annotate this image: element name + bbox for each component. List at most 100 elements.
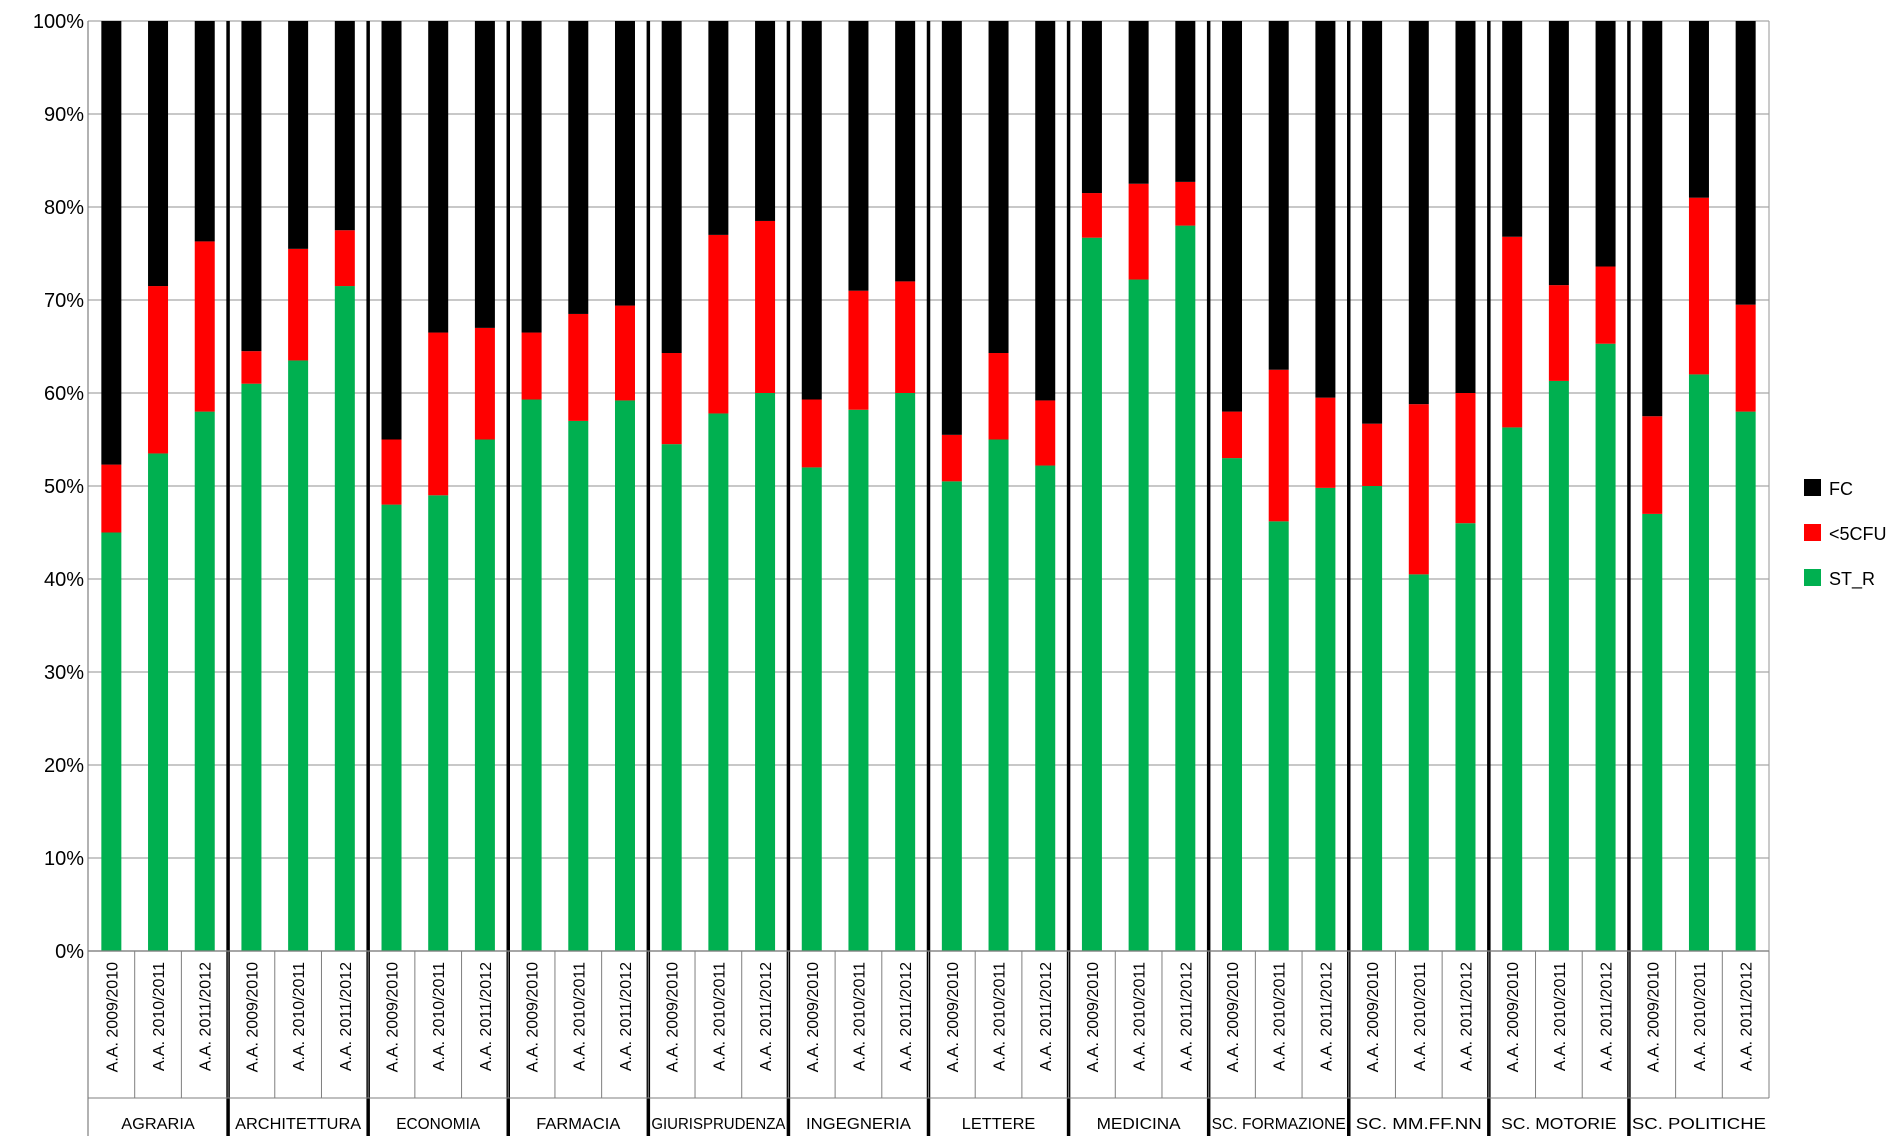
bar-segment: [708, 21, 729, 235]
bar-segment: [661, 444, 682, 951]
x-tick-label: A.A. 2009/2010: [1645, 962, 1662, 1072]
x-tick-label: A.A. 2009/2010: [1225, 962, 1242, 1072]
x-tick-label: A.A. 2010/2011: [851, 962, 868, 1071]
bar-segment: [1175, 181, 1196, 226]
x-tick-label: A.A. 2010/2011: [1272, 962, 1289, 1071]
x-tick-label: A.A. 2011/2012: [1038, 962, 1055, 1071]
y-tick-label: 50%: [44, 476, 84, 498]
bar-segment: [334, 21, 355, 231]
x-tick-label: A.A. 2011/2012: [1178, 962, 1195, 1071]
bar-segment: [708, 413, 729, 952]
bar-segment: [474, 439, 495, 951]
bar-segment: [1642, 416, 1663, 514]
y-tick-label: 70%: [44, 290, 84, 312]
bar-segment: [1548, 380, 1569, 951]
group-label: GIURISPRUDENZA: [651, 1116, 785, 1133]
bar-segment: [1408, 21, 1429, 405]
bar-segment: [241, 383, 262, 951]
bar-segment: [895, 21, 916, 282]
bar-segment: [661, 353, 682, 445]
group-label: ARCHITETTURA: [235, 1116, 361, 1133]
group-labels: AGRARIA ARCHITETTURA ECONOMIA FARMACIA GIURI…: [121, 1116, 1766, 1133]
group-separators: [226, 21, 1631, 1136]
y-tick-label: 60%: [44, 383, 84, 405]
bar-segment: [941, 481, 962, 951]
bar-segment: [1642, 513, 1663, 951]
bar-segment: [1362, 486, 1383, 951]
bar-segment: [1222, 21, 1243, 412]
legend: FC <5CFU ST_R: [1804, 479, 1887, 590]
bar-segment: [1548, 285, 1569, 381]
bar-segment: [148, 21, 169, 287]
bar-segment: [334, 230, 355, 287]
bar-segment: [1315, 397, 1336, 488]
bar-segment: [1688, 197, 1709, 375]
bar-segment: [1128, 21, 1149, 184]
bar-segment: [288, 360, 309, 951]
x-tick-label: A.A. 2011/2012: [758, 962, 775, 1071]
x-tick-label: A.A. 2009/2010: [1365, 962, 1382, 1072]
bar-segment: [801, 467, 822, 951]
bar-segment: [428, 495, 449, 951]
bar-segment: [1595, 343, 1616, 952]
x-tick-label: A.A. 2010/2011: [1552, 962, 1569, 1071]
bar-segment: [614, 400, 635, 951]
bar-segment: [848, 21, 869, 291]
bar-segment: [988, 439, 1009, 951]
bar-segment: [1175, 225, 1196, 952]
bar-segment: [1688, 21, 1709, 198]
bar-segment: [1128, 279, 1149, 951]
bar-segment: [1081, 237, 1102, 951]
bar-segment: [1502, 236, 1523, 428]
x-tick-label: A.A. 2010/2011: [291, 962, 308, 1071]
bar-segment: [941, 21, 962, 435]
x-tick-label: A.A. 2009/2010: [1085, 962, 1102, 1072]
x-tick-label: A.A. 2011/2012: [1739, 962, 1756, 1071]
bar-segment: [1735, 411, 1756, 952]
bar-segment: [334, 286, 355, 951]
x-tick-label: A.A. 2011/2012: [338, 962, 355, 1071]
bar-segment: [428, 21, 449, 333]
bar-segment: [661, 21, 682, 354]
x-tick-label: A.A. 2009/2010: [1505, 962, 1522, 1072]
x-tick-label: A.A. 2011/2012: [1318, 962, 1335, 1071]
bar-segment: [428, 332, 449, 496]
bar-segment: [288, 21, 309, 249]
x-tick-label: A.A. 2010/2011: [1692, 962, 1709, 1071]
x-axis-ticks: A.A. 2009/2010 A.A. 2010/2011 A.A. 2011/20…: [88, 950, 1770, 1099]
x-tick-label: A.A. 2010/2011: [992, 962, 1009, 1071]
group-label: LETTERE: [962, 1116, 1036, 1133]
x-tick-label: A.A. 2011/2012: [1458, 962, 1475, 1071]
bar-segment: [1035, 400, 1056, 466]
bar-segment: [1315, 21, 1336, 398]
x-tick-label: A.A. 2010/2011: [571, 962, 588, 1071]
bar-segment: [801, 21, 822, 400]
x-tick-label: A.A. 2009/2010: [244, 962, 261, 1072]
y-tick-label: 30%: [44, 662, 84, 684]
bar-segment: [988, 353, 1009, 440]
y-axis-ticks: 0% 10% 20% 30% 40% 50% 60% 70% 80% 90% 100%: [33, 11, 84, 963]
group-label: SC. FORMAZIONE: [1212, 1116, 1346, 1133]
bar-segment: [1548, 21, 1569, 286]
legend-swatch: [1804, 479, 1821, 496]
bar-segment: [1455, 21, 1476, 393]
bar-segment: [194, 411, 215, 952]
bar-segment: [101, 464, 122, 533]
x-tick-label: A.A. 2009/2010: [805, 962, 822, 1072]
bar-segment: [1128, 183, 1149, 280]
bar-segment: [241, 21, 262, 352]
bar-segment: [101, 21, 122, 465]
group-label: SC. POLITICHE: [1632, 1116, 1766, 1133]
bar-segment: [148, 286, 169, 454]
bar-segment: [1035, 465, 1056, 951]
bar-segment: [1081, 21, 1102, 194]
group-label: AGRARIA: [121, 1116, 195, 1133]
bar-segment: [1222, 411, 1243, 459]
group-label: FARMACIA: [536, 1116, 620, 1133]
bar-segment: [1595, 21, 1616, 267]
bar-segment: [941, 434, 962, 482]
bar-segment: [474, 21, 495, 328]
bar-segment: [848, 290, 869, 410]
bar-segment: [521, 332, 542, 400]
